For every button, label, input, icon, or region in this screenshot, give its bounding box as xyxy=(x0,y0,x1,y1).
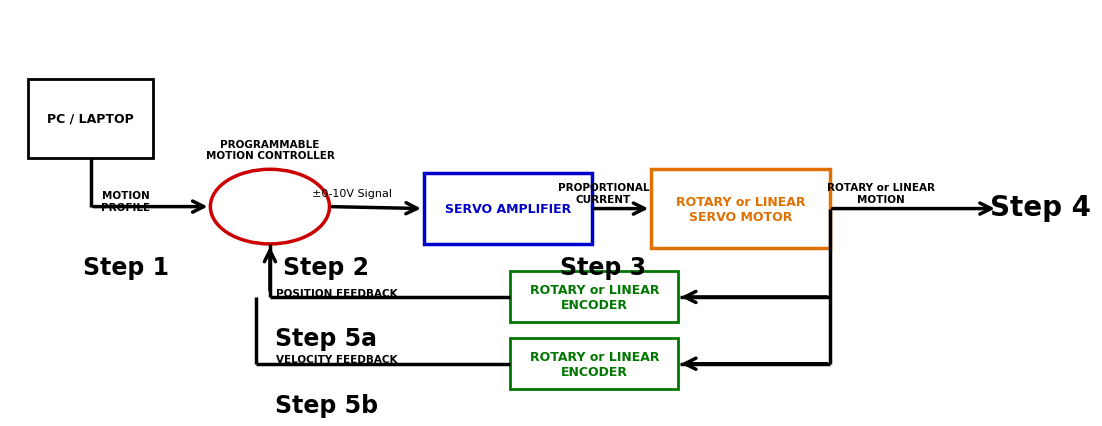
Text: ROTARY or LINEAR
ENCODER: ROTARY or LINEAR ENCODER xyxy=(530,350,659,378)
Text: ROTARY or LINEAR
MOTION: ROTARY or LINEAR MOTION xyxy=(826,183,934,204)
FancyBboxPatch shape xyxy=(29,80,153,158)
Text: ±0-10V Signal: ±0-10V Signal xyxy=(312,188,392,199)
Text: Step 3: Step 3 xyxy=(561,256,647,280)
Text: SERVO AMPLIFIER: SERVO AMPLIFIER xyxy=(444,203,571,216)
Text: Step 5b: Step 5b xyxy=(274,393,378,417)
Text: ROTARY or LINEAR
ENCODER: ROTARY or LINEAR ENCODER xyxy=(530,283,659,311)
FancyBboxPatch shape xyxy=(423,174,592,245)
Ellipse shape xyxy=(210,170,329,245)
Text: Step 1: Step 1 xyxy=(83,256,169,280)
Text: PC / LAPTOP: PC / LAPTOP xyxy=(47,112,134,125)
Text: POSITION FEEDBACK: POSITION FEEDBACK xyxy=(277,288,398,298)
Text: Step 5a: Step 5a xyxy=(276,326,377,350)
Text: Step 4: Step 4 xyxy=(991,193,1091,221)
FancyBboxPatch shape xyxy=(510,272,678,323)
FancyBboxPatch shape xyxy=(651,170,830,248)
Text: PROGRAMMABLE
MOTION CONTROLLER: PROGRAMMABLE MOTION CONTROLLER xyxy=(205,140,334,161)
FancyBboxPatch shape xyxy=(510,338,678,389)
Text: ROTARY or LINEAR
SERVO MOTOR: ROTARY or LINEAR SERVO MOTOR xyxy=(676,195,806,223)
Text: Step 2: Step 2 xyxy=(283,256,369,280)
Text: PROPORTIONAL
CURRENT: PROPORTIONAL CURRENT xyxy=(558,183,649,204)
Text: MOTION
PROFILE: MOTION PROFILE xyxy=(101,190,151,212)
Text: VELOCITY FEEDBACK: VELOCITY FEEDBACK xyxy=(277,354,398,364)
